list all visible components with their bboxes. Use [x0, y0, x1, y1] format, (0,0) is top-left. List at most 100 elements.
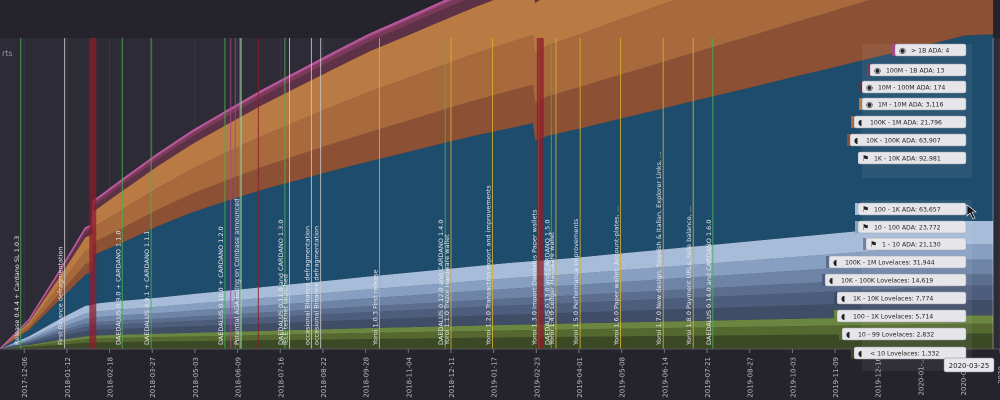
cursor-icon [966, 204, 977, 220]
legend-text: 1K - 10K Lovelaces: 7,774 [853, 296, 933, 303]
event-label-9: Potential ADA listing on Coinbase announ… [233, 199, 241, 345]
event-label-18: Yoroi 1.2.0 Transaction export and impro… [485, 185, 493, 346]
legend-item-9[interactable]: ⚑ 1 - 10 ADA: 21,130 [863, 237, 967, 251]
legend-item-7[interactable]: ⚑ 100 - 1K ADA: 63,657 [855, 202, 967, 216]
hover-date-box [943, 357, 995, 373]
x-tick-label-22: 2020-02-... [960, 357, 968, 395]
flag-icon: ⚑ [862, 154, 869, 163]
whale-icon: ◉ [866, 83, 873, 92]
legend-item-15[interactable]: ◖ < 10 Lovelaces: 1,332 [851, 346, 967, 360]
fish-icon: ◖ [854, 136, 858, 145]
area-100k-1m-ada [0, 0, 870, 349]
event-label-25: Yoroi 1.7.0 New design, Spanish & Italia… [655, 152, 663, 346]
event-label-19: Yoroi 1.3.0 Import Daedalus Paper wallet… [531, 209, 539, 346]
event-label-5: DAEDALUS 0.10.0 + CARDANO 1.2.0 [217, 226, 225, 345]
legend-item-1[interactable]: ◉ 100M - 1B ADA: 13 [867, 63, 967, 77]
event-label-17: Yoroi 1.1.0 Trezor Hardware wallet [443, 234, 451, 346]
legend-swatch [822, 274, 825, 286]
area-10k-100k-lovelaces [0, 285, 994, 349]
legend-item-12[interactable]: ◖ 1K - 10K Lovelaces: 7,774 [834, 291, 967, 305]
legend-item-8[interactable]: ⚑ 10 - 100 ADA: 23,772 [855, 220, 967, 234]
legend-item-0[interactable]: ◉ > 1B ADA: 4 [892, 43, 967, 57]
legend-text: 10K - 100K ADA: 63,907 [866, 138, 941, 145]
legend-item-6[interactable]: ⚑ 1K - 10K ADA: 92,981 [855, 151, 967, 165]
legend-item-10[interactable]: ◖ 100K - 1M Lovelaces: 31,944 [826, 255, 967, 269]
legend-text: 10M - 100M ADA: 174 [878, 85, 945, 92]
event-label-15: Yoroi 1.0.3 First release [371, 269, 379, 346]
x-tick-label-13: 2019-04-01 [576, 357, 584, 398]
area-10-100-ada [0, 243, 994, 349]
x-tick-label-19: 2019-11-09 [832, 357, 840, 398]
legend-text: 100 - 1K Lovelaces: 5,714 [853, 314, 933, 321]
legend-item-2[interactable]: ◉ 10M - 100M ADA: 174 [859, 80, 967, 94]
area-100-1k-ada [0, 220, 994, 349]
hover-date-badge: 2020-03-25 [943, 357, 995, 373]
x-tick-label-1: 2018-01-12 [64, 357, 72, 398]
legend-text: > 1B ADA: 4 [911, 48, 949, 55]
area-10-99-lovelaces [0, 323, 994, 349]
area-1m-10m-ada [0, 0, 675, 349]
fish-icon: ◖ [841, 294, 845, 303]
whale-icon: ◉ [899, 46, 906, 55]
legend-swatch [834, 292, 837, 304]
x-tick-label-3: 2018-03-27 [149, 357, 157, 398]
event-label-21: DAEDALUS 0.13.0 and CARDANO 1.5.0 [543, 220, 551, 346]
chart-title: rts [2, 49, 13, 58]
x-tick-label-7: 2018-08-22 [320, 357, 328, 398]
legend-item-11[interactable]: ◖ 10K - 100K Lovelaces: 14,619 [822, 273, 967, 287]
event-label-26: Yoroi 1.8.0 Payment URLs, hide balance, … [685, 206, 693, 346]
event-label-22: Yoroi 1.4.0 Ledger Hardware wallet [548, 231, 556, 346]
event-label-3: DAEDALUS 0.9.0 + CARDANO 1.1.0 [114, 230, 122, 345]
whale-icon: ◉ [866, 100, 873, 109]
legend-item-3[interactable]: ◉ 1M - 10M ADA: 3,116 [859, 97, 967, 111]
x-tick-label-21: 2020-01-... [917, 357, 925, 395]
legend-swatch [855, 203, 858, 215]
legend-text: 100M - 1B ADA: 13 [886, 68, 944, 75]
legend-text: 1 - 10 ADA: 21,130 [882, 242, 941, 249]
legend-item-13[interactable]: ◖ 100 - 1K Lovelaces: 5,714 [834, 309, 967, 323]
fish-icon: ◖ [858, 118, 862, 127]
legend-text: < 10 Lovelaces: 1,332 [870, 351, 939, 358]
x-tick-label-15: 2019-06-14 [661, 356, 669, 397]
x-tick-label-10: 2018-12-11 [448, 357, 456, 398]
x-tick-label-4: 2018-05-03 [192, 357, 200, 398]
legend-swatch [859, 81, 862, 93]
area-10k-100k-ada [0, 0, 994, 349]
event-label-12: IELE testnet launched [282, 274, 290, 345]
legend-swatch [892, 44, 895, 56]
fish-icon: ◖ [858, 349, 862, 358]
legend-text: 100 - 1K ADA: 63,657 [874, 207, 941, 214]
legend-text: 10 - 99 Lovelaces: 2,832 [858, 332, 934, 339]
fish-icon: ◖ [829, 276, 833, 285]
legend-swatch [847, 134, 850, 146]
legend-item-14[interactable]: ◖ 10 - 99 Lovelaces: 2,832 [839, 327, 967, 341]
event-label-1: First Binance defragmentation [57, 247, 65, 346]
area-100-1k-lovelaces [0, 315, 994, 349]
x-tick-label-8: 2018-09-28 [363, 357, 371, 398]
flag-icon: ⚑ [862, 223, 869, 232]
x-tick-label-5: 2018-06-09 [235, 357, 243, 398]
event-band-2 [89, 38, 97, 349]
area-1k-10k-lovelaces [0, 300, 994, 349]
x-tick-label-6: 2018-07-16 [277, 356, 285, 397]
whale-icon: ◉ [874, 66, 881, 75]
legend-swatch [859, 98, 862, 110]
legend-item-5[interactable]: ◖ 10K - 100K ADA: 63,907 [847, 133, 967, 147]
x-tick-label-23: 2020-... [997, 357, 1000, 384]
legend-text: 10K - 100K Lovelaces: 14,619 [841, 278, 933, 285]
x-tick-label-16: 2019-07-21 [704, 357, 712, 398]
legend-item-4[interactable]: ◖ 100K - 1M ADA: 21,796 [851, 115, 967, 129]
x-tick-label-17: 2019-08-27 [747, 357, 755, 398]
fish-icon: ◖ [841, 312, 845, 321]
event-label-23: Yoroi 1.5.0 Performance improvements [572, 218, 580, 346]
x-tick-label-14: 2019-05-08 [619, 357, 627, 398]
event-label-16: DAEDALUS 0.12.0 and CARDANO 1.4.0 [437, 220, 445, 346]
legend-swatch [826, 256, 829, 268]
x-tick-label-9: 2018-11-04 [405, 356, 413, 397]
event-band-20 [536, 38, 544, 349]
event-label-27: DAEDALUS 0.14.0 and CARDANO 1.6.0 [705, 220, 713, 346]
event-label-13: occasional Binance defragmentation [303, 226, 311, 345]
legend-text: 10 - 100 ADA: 23,772 [874, 225, 941, 232]
